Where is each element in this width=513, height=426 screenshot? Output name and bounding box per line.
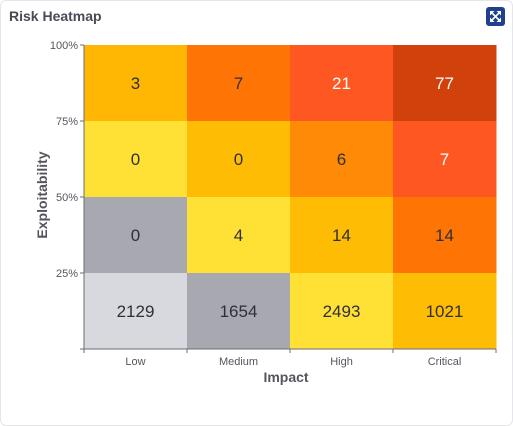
heatmap-cell[interactable] — [84, 273, 188, 350]
heatmap-cell[interactable] — [393, 45, 497, 122]
y-tick-label: 75% — [56, 116, 78, 128]
x-tick-label: Low — [125, 356, 145, 368]
heatmap-cell-value: 14 — [332, 226, 351, 245]
y-tick-label: 50% — [56, 192, 78, 204]
heatmap-cell-value: 1654 — [220, 302, 258, 321]
heatmap-cell-value: 2493 — [323, 302, 361, 321]
heatmap-cell-value: 7 — [440, 150, 449, 169]
widget-title: Risk Heatmap — [9, 8, 102, 24]
heatmap-cell-value: 0 — [234, 150, 243, 169]
heatmap-cell-value: 14 — [435, 226, 454, 245]
x-tick-label: Critical — [428, 356, 462, 368]
heatmap-cell[interactable] — [393, 197, 497, 274]
heatmap-cell-value: 77 — [435, 74, 454, 93]
y-tick-label: 100% — [50, 40, 78, 52]
x-axis-title: Impact — [263, 369, 308, 385]
x-tick-label: Medium — [219, 356, 258, 368]
heatmap-cell[interactable] — [393, 121, 497, 198]
heatmap-cell-value: 2129 — [117, 302, 155, 321]
heatmap-cell-value: 0 — [131, 226, 140, 245]
heatmap-cell-value: 7 — [234, 74, 243, 93]
heatmap-cell[interactable] — [290, 273, 394, 350]
heatmap-cell-value: 6 — [337, 150, 346, 169]
y-axis-title: Exploitability — [34, 151, 50, 238]
heatmap-cell-value: 4 — [234, 226, 243, 245]
y-tick-label: 25% — [56, 268, 78, 280]
heatmap-cell[interactable] — [290, 197, 394, 274]
heatmap-cell[interactable] — [187, 197, 291, 274]
heatmap-cell-value: 0 — [131, 150, 140, 169]
heatmap-cell-value: 21 — [332, 74, 351, 93]
heatmap-cell[interactable] — [393, 273, 497, 350]
heatmap-cell[interactable] — [84, 197, 188, 274]
heatmap-cell[interactable] — [84, 121, 188, 198]
heatmap-cell[interactable] — [84, 45, 188, 122]
heatmap-cell[interactable] — [187, 45, 291, 122]
expand-arrows-icon[interactable] — [486, 7, 505, 26]
heatmap-cell-value: 3 — [131, 74, 140, 93]
heatmap-cell[interactable] — [187, 121, 291, 198]
heatmap-cell[interactable] — [290, 121, 394, 198]
heatmap-cell-value: 1021 — [426, 302, 464, 321]
heatmap-cell[interactable] — [290, 45, 394, 122]
heatmap-cell[interactable] — [187, 273, 291, 350]
x-tick-label: High — [330, 356, 353, 368]
